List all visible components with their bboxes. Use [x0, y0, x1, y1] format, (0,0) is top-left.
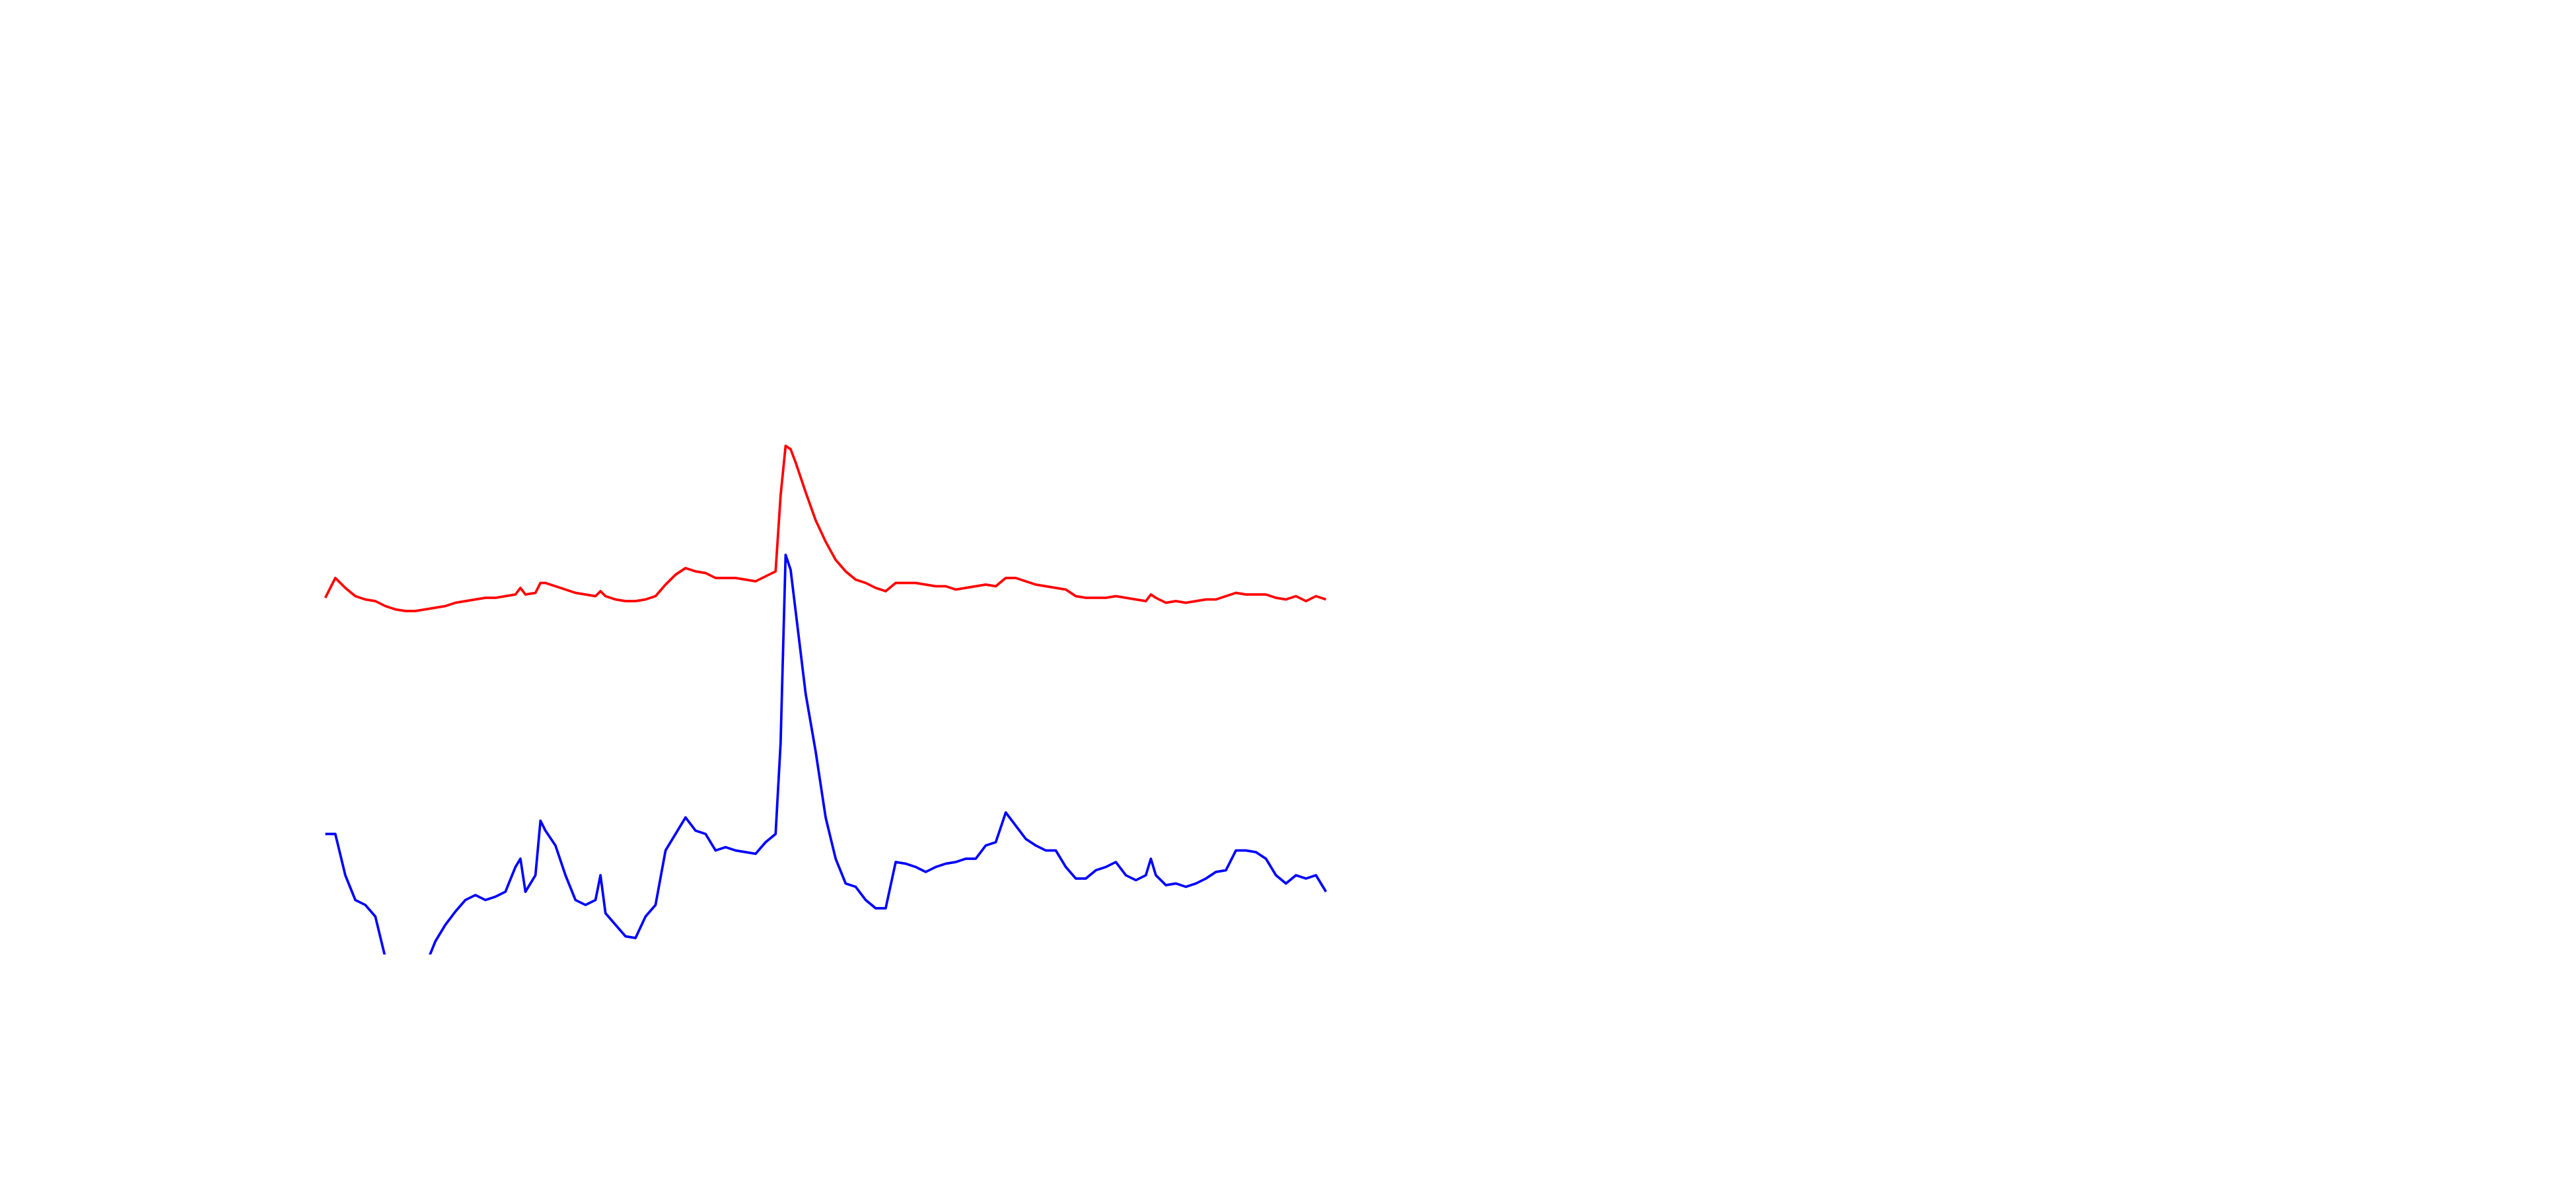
data-line — [324, 445, 1327, 612]
data-line — [325, 554, 1328, 955]
